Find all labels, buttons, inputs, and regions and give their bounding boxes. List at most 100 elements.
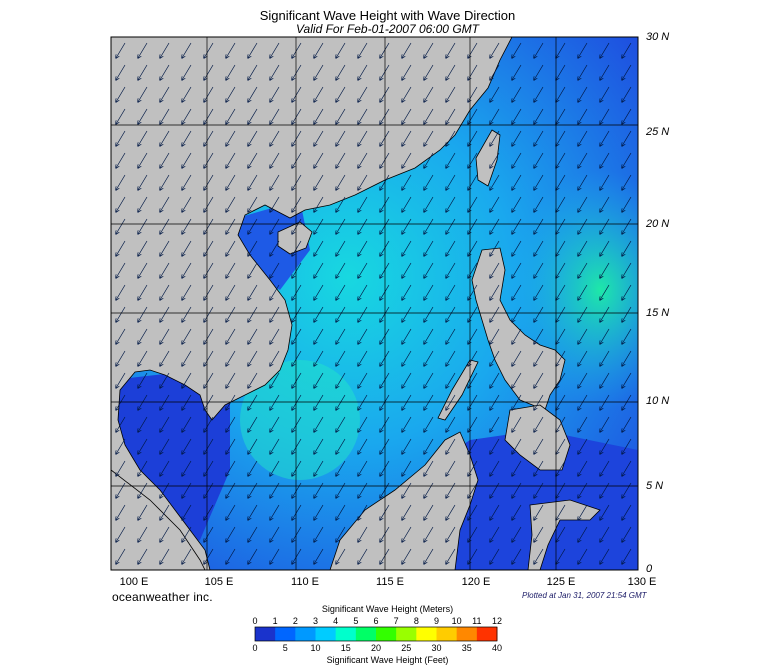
wave-arrow [424, 284, 434, 300]
wave-arrow [116, 460, 126, 476]
wave-arrow [314, 372, 324, 388]
wave-arrow [204, 482, 214, 498]
wave-arrow [600, 218, 610, 234]
wave-arrow [446, 548, 456, 564]
wave-arrow [248, 86, 258, 102]
oceanweather-brand: oceanweather inc. [112, 590, 213, 604]
wave-arrow [358, 196, 368, 212]
wave-arrow [160, 394, 170, 410]
wave-arrow [358, 42, 368, 58]
wave-arrow [512, 262, 522, 278]
wave-arrow [380, 416, 390, 432]
wave-arrow [600, 328, 610, 344]
colorbar-feet-tick: 10 [310, 643, 321, 653]
wave-arrow [578, 416, 588, 432]
wave-arrow [160, 64, 170, 80]
wave-arrow [358, 218, 368, 234]
wave-arrow [578, 394, 588, 410]
wave-arrow [424, 262, 434, 278]
wave-arrow [358, 262, 368, 278]
wave-arrow [534, 460, 544, 476]
wave-arrow [402, 174, 412, 190]
wave-arrow [336, 394, 346, 410]
wave-arrow [490, 504, 500, 520]
wave-arrow [182, 328, 192, 344]
wave-arrow [446, 350, 456, 366]
wave-arrow [116, 526, 126, 542]
wave-arrow [314, 306, 324, 322]
wave-arrow [336, 438, 346, 454]
wave-arrow [490, 218, 500, 234]
colorbar-swatch [416, 627, 437, 641]
colorbar-meters-tick: 10 [451, 616, 462, 626]
wave-arrow [622, 262, 632, 278]
wave-arrow [380, 504, 390, 520]
wave-arrow [226, 64, 236, 80]
wave-arrow [116, 284, 126, 300]
wave-arrow [226, 130, 236, 146]
wave-arrow [578, 262, 588, 278]
wave-arrow [314, 504, 324, 520]
wave-arrow [116, 86, 126, 102]
wave-arrow [468, 372, 478, 388]
wave-arrow [424, 306, 434, 322]
wave-arrow [622, 174, 632, 190]
wave-arrow [622, 504, 632, 520]
wave-arrow [468, 152, 478, 168]
wave-arrow [622, 438, 632, 454]
lat-label-20n: 20 N [646, 218, 670, 230]
wave-arrow [424, 86, 434, 102]
wave-arrow [468, 262, 478, 278]
wave-arrow [402, 262, 412, 278]
wave-arrow [248, 152, 258, 168]
wave-arrow [402, 284, 412, 300]
wave-arrow [182, 262, 192, 278]
wave-arrow [424, 174, 434, 190]
lon-label-125e: 125 E [546, 576, 576, 588]
wave-arrow [160, 306, 170, 322]
colorbar-swatch [436, 627, 458, 641]
wave-arrow [490, 64, 500, 80]
wave-arrow [380, 196, 390, 212]
wave-arrow [182, 438, 192, 454]
lat-label-15n: 15 N [646, 307, 670, 319]
wave-arrow [556, 548, 566, 564]
wave-arrow [358, 372, 368, 388]
wave-arrow [204, 306, 214, 322]
wave-arrow [314, 416, 324, 432]
wave-arrow [292, 196, 302, 212]
wave-arrow [336, 218, 346, 234]
colorbar-meters-tick: 4 [333, 616, 339, 626]
wave-arrow [556, 460, 566, 476]
wave-arrow [314, 460, 324, 476]
wave-arrow [446, 174, 456, 190]
wave-arrow [336, 108, 346, 124]
wave-arrow [292, 328, 302, 344]
wave-arrow [314, 394, 324, 410]
wave-arrow [314, 328, 324, 344]
plotted-timestamp: Plotted at Jan 31, 2007 21:54 GMT [522, 591, 647, 600]
wave-arrow [556, 152, 566, 168]
wave-arrow [402, 482, 412, 498]
wave-arrow [600, 526, 610, 542]
wave-arrow [424, 328, 434, 344]
wave-arrow [490, 548, 500, 564]
wave-arrow [204, 460, 214, 476]
wave-arrow [160, 174, 170, 190]
wave-arrow [446, 240, 456, 256]
wave-arrow [468, 394, 478, 410]
wave-arrow [622, 64, 632, 80]
wave-arrow [292, 372, 302, 388]
wave-arrow [116, 174, 126, 190]
wave-arrow [138, 526, 148, 542]
wave-arrow [204, 548, 214, 564]
wave-arrow [270, 504, 280, 520]
wave-arrow [490, 416, 500, 432]
wave-arrow [292, 460, 302, 476]
wave-arrow [534, 196, 544, 212]
wave-arrow [270, 482, 280, 498]
colorbar-meters-tick: 3 [312, 616, 318, 626]
wave-arrow [248, 460, 258, 476]
wave-arrow [138, 240, 148, 256]
wave-arrow [622, 108, 632, 124]
